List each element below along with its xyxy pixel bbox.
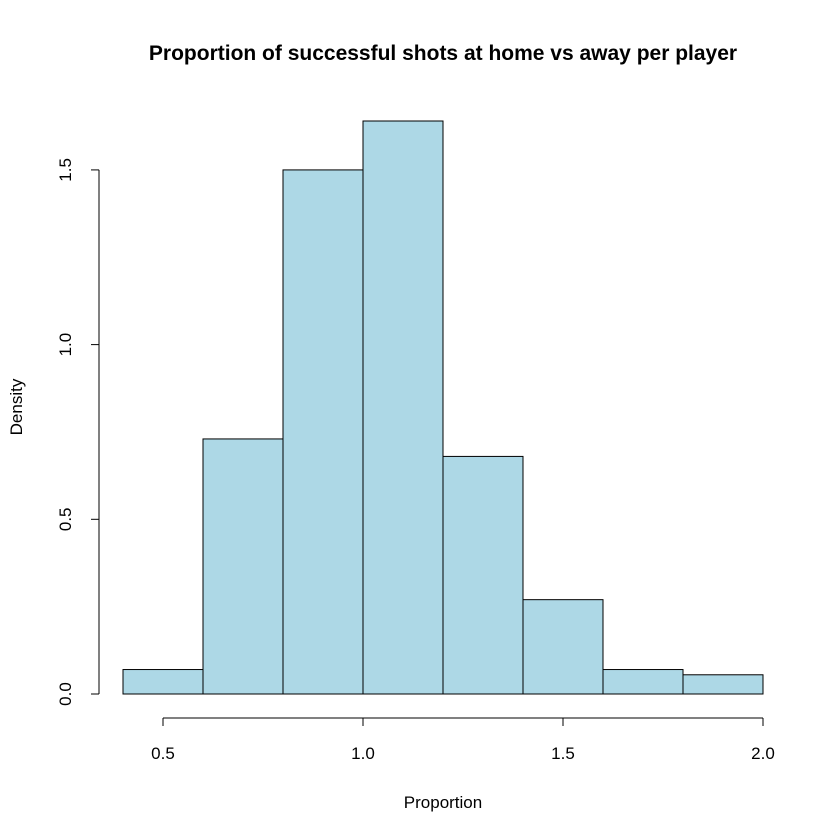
y-tick-label: 1.0 [56,333,75,357]
bars-group [122,120,764,695]
chart-title: Proportion of successful shots at home v… [149,42,737,65]
histogram-bar [682,674,764,695]
histogram-bar [202,438,284,695]
y-tick-label: 1.5 [56,158,75,182]
y-tick-label: 0.0 [56,682,75,706]
histogram-bar [602,669,684,695]
histogram-bar [362,120,444,695]
x-tick-label: 2.0 [751,744,775,763]
histogram-bar [522,599,604,695]
histogram-bar [282,169,364,695]
x-axis-label: Proportion [404,793,482,812]
x-axis: 0.5 1.0 1.5 2.0 [151,717,775,763]
x-tick-label: 0.5 [151,744,175,763]
histogram-bar [122,669,204,695]
y-axis-label: Density [7,378,26,435]
x-tick-label: 1.0 [351,744,375,763]
y-tick-label: 0.5 [56,507,75,531]
y-axis: 0.0 0.5 1.0 1.5 [56,158,100,706]
x-tick-label: 1.5 [551,744,575,763]
histogram-bar [442,455,524,695]
